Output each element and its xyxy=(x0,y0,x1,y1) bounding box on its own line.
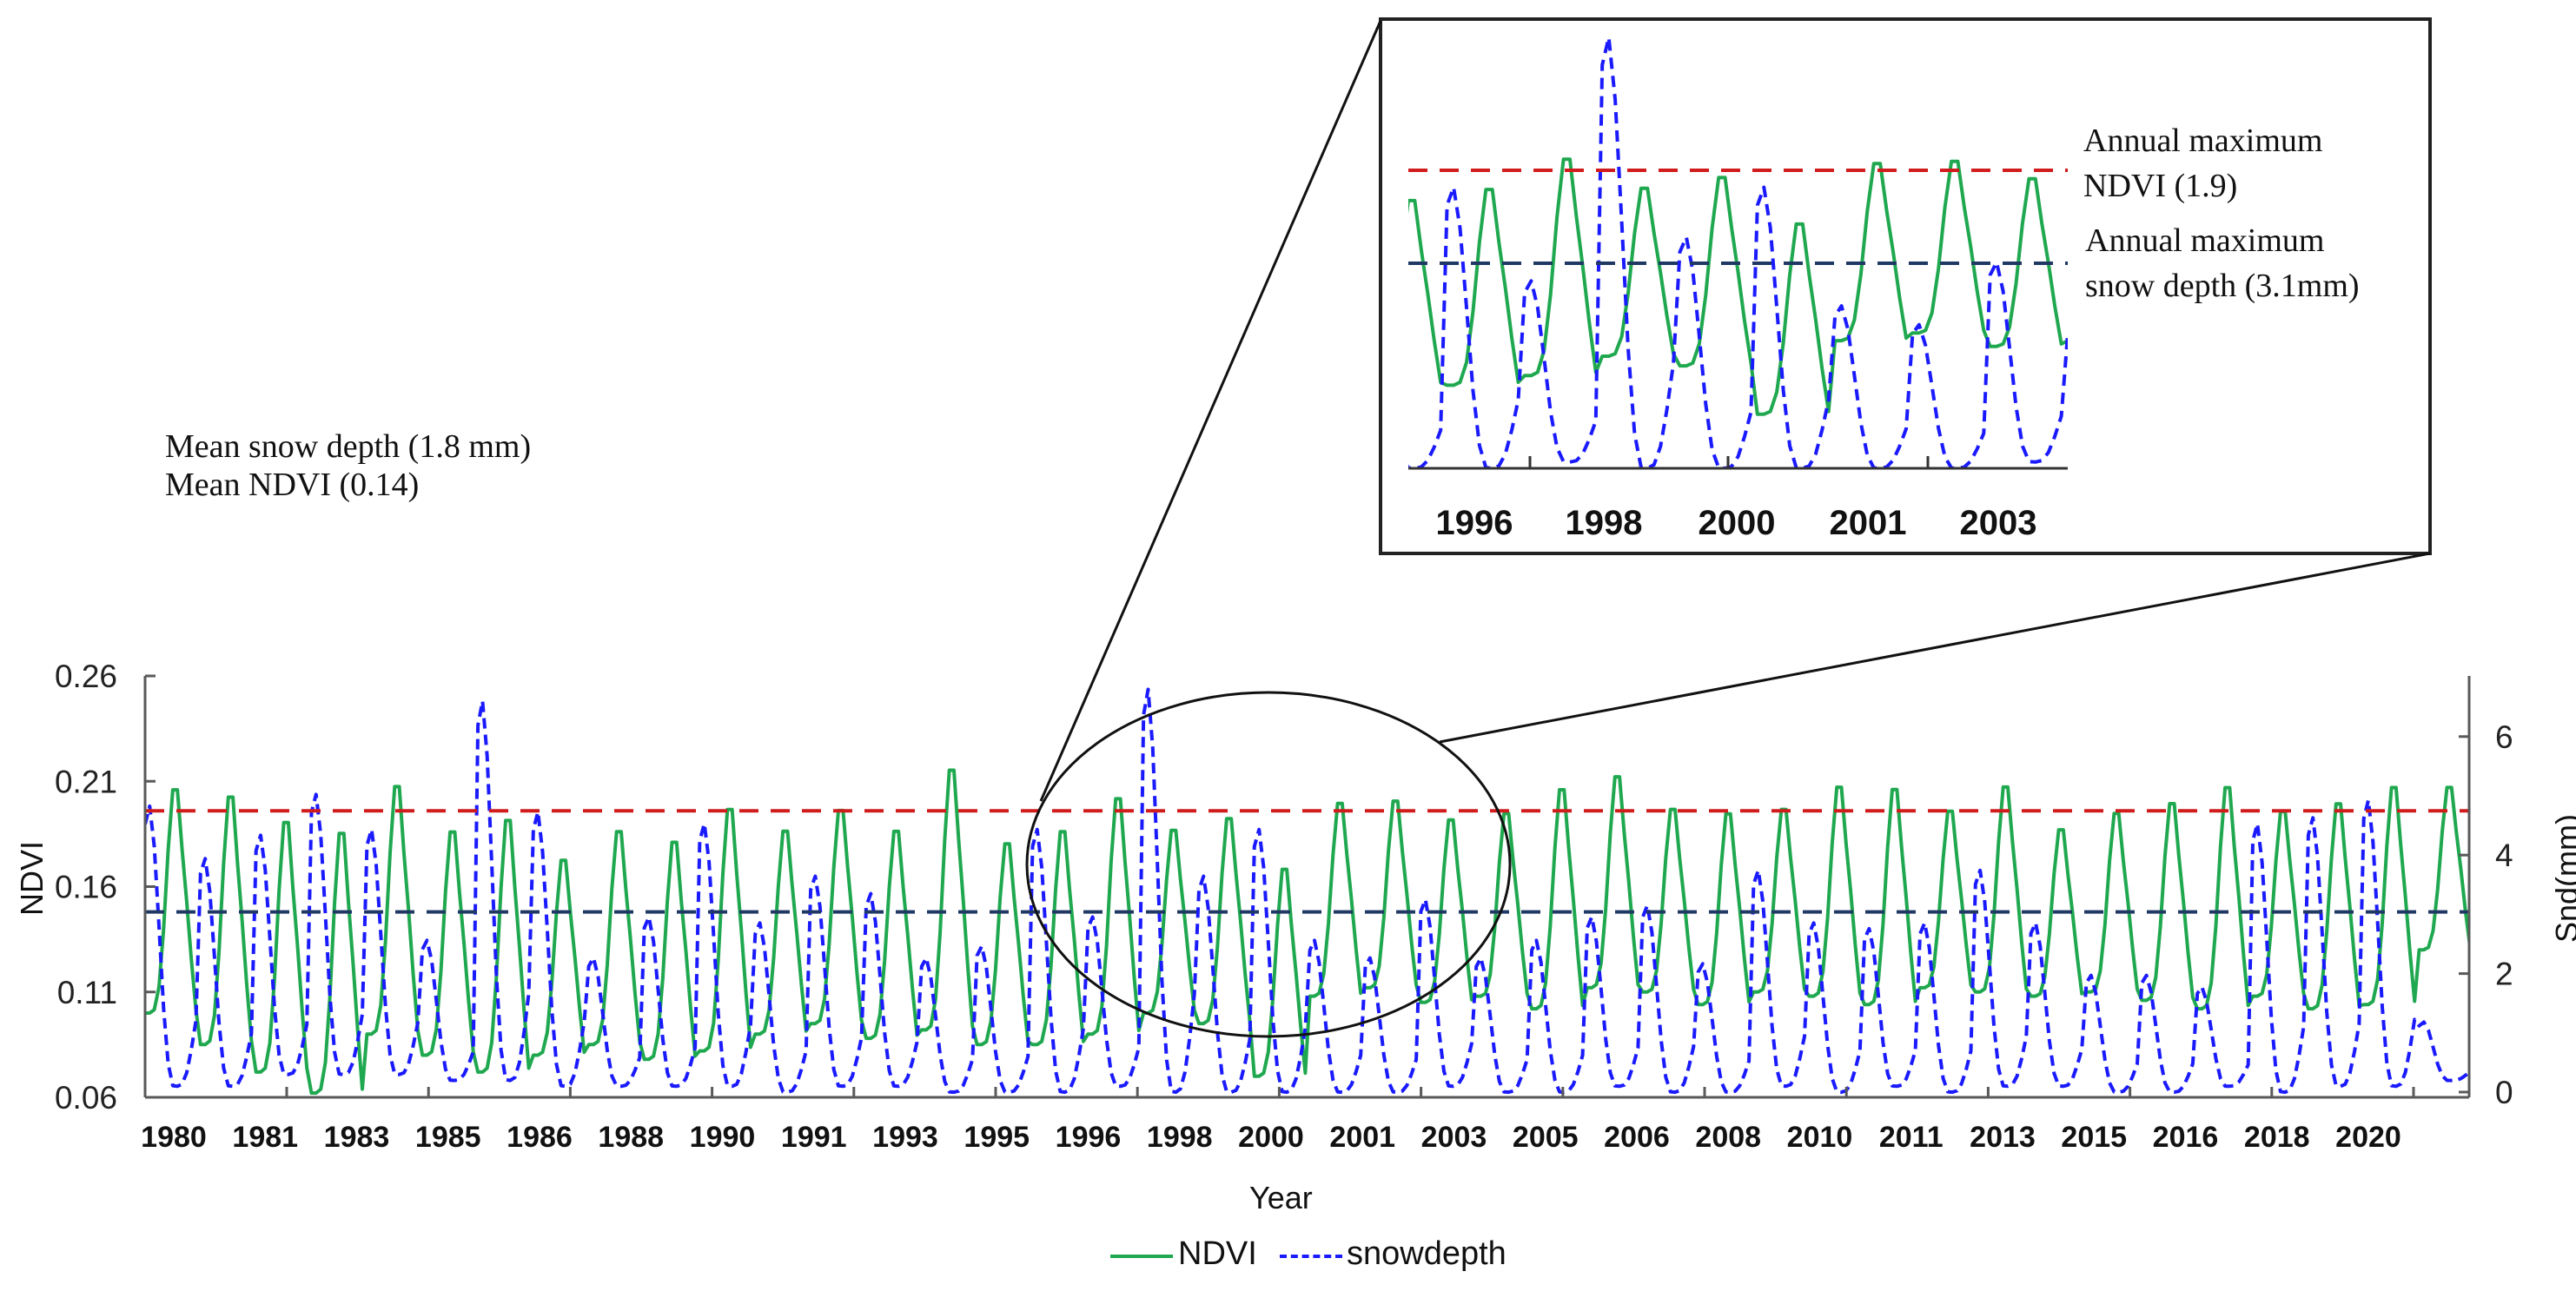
callout-connector-right xyxy=(1439,552,2431,744)
inset-x-tick-label: 1996 xyxy=(1436,504,1513,542)
x-tick-label: 1988 xyxy=(598,1121,664,1154)
x-tick-label: 2003 xyxy=(1421,1121,1487,1154)
inset-x-tick-label: 2003 xyxy=(1960,504,2037,542)
x-tick-label: 2005 xyxy=(1513,1121,1579,1154)
inset-x-tick-label: 2001 xyxy=(1830,504,1907,542)
inset-ndvi-annotation-line2: NDVI (1.9) xyxy=(2083,168,2238,204)
x-tick-label: 2000 xyxy=(1238,1121,1304,1154)
x-tick-label: 1996 xyxy=(1056,1121,1122,1154)
x-axis-label: Year xyxy=(1249,1180,1313,1215)
x-tick-label: 2013 xyxy=(1970,1121,2036,1154)
mean-ndvi-annotation: Mean NDVI (0.14) xyxy=(165,467,420,503)
x-tick-label: 2006 xyxy=(1604,1121,1670,1154)
x-tick-label: 1986 xyxy=(507,1121,573,1154)
y-tick-label: 0.21 xyxy=(55,764,117,799)
x-tick-label: 1985 xyxy=(415,1121,481,1154)
x-tick-label: 2011 xyxy=(1879,1121,1944,1154)
y2-tick-label: 2 xyxy=(2495,957,2513,992)
inset-x-tick-label: 2000 xyxy=(1699,504,1776,542)
y-tick-label: 0.26 xyxy=(55,659,117,694)
x-tick-label: 1983 xyxy=(324,1121,390,1154)
inset-ndvi-annotation: Annual maximum NDVI (1.9) xyxy=(2083,122,2322,205)
x-tick-label: 2010 xyxy=(1787,1121,1853,1154)
x-tick-label: 1980 xyxy=(141,1121,207,1154)
inset-frame xyxy=(1379,17,2432,555)
y-axis-left-ticks: 0.26 0.21 0.16 0.11 0.06 xyxy=(55,659,156,1116)
y-tick-label: 0.11 xyxy=(57,975,117,1010)
y-tick-label: 0.06 xyxy=(55,1080,117,1116)
x-axis-ticks: 1980 1981 1983 1985 1986 1988 1990 1991 1993 1995… xyxy=(141,1087,2415,1154)
x-tick-label: 2020 xyxy=(2335,1121,2401,1154)
legend-label-ndvi: NDVI xyxy=(1178,1235,1257,1272)
x-tick-label: 2018 xyxy=(2244,1121,2310,1154)
ndvi-series-line xyxy=(145,768,2469,1096)
legend: NDVI snowdepth xyxy=(1103,1234,1520,1277)
inset-snow-annotation-line1: Annual maximum xyxy=(2085,222,2325,259)
snowdepth-series-line xyxy=(145,687,2469,1095)
x-tick-label: 1993 xyxy=(872,1121,938,1154)
mean-annotation: Mean snow depth (1.8 mm) Mean NDVI (0.14… xyxy=(165,427,531,504)
x-tick-label: 1990 xyxy=(690,1121,756,1154)
series-layer xyxy=(145,687,2469,1096)
snowdepth-series-line xyxy=(1408,36,2068,468)
main-plot: 0.26 0.21 0.16 0.11 0.06 6 4 2 0 1980 1981 1983 1985… xyxy=(55,659,2513,1154)
y-axis-label-right: Snd(mm) xyxy=(2549,814,2576,944)
ndvi-series-line xyxy=(1408,157,2068,416)
x-tick-label: 1981 xyxy=(232,1121,298,1154)
y-axis-label-left: NDVI xyxy=(14,841,50,917)
y-axis-right-ticks: 6 4 2 0 xyxy=(2459,719,2513,1110)
legend-swatch-snowdepth xyxy=(1280,1255,1342,1258)
series-layer xyxy=(1408,36,2068,468)
legend-swatch-ndvi xyxy=(1110,1255,1173,1258)
x-tick-label: 1995 xyxy=(964,1121,1030,1154)
mean-snow-annotation: Mean snow depth (1.8 mm) xyxy=(165,428,532,465)
y-tick-label: 0.16 xyxy=(55,870,117,905)
x-tick-label: 2001 xyxy=(1329,1121,1395,1154)
y2-tick-label: 6 xyxy=(2495,719,2513,755)
inset-snow-annotation-line2: snow depth (3.1mm) xyxy=(2085,268,2360,304)
y2-tick-label: 4 xyxy=(2495,838,2513,873)
y2-tick-label: 0 xyxy=(2495,1075,2513,1110)
callout-connector-left xyxy=(1039,20,1382,802)
inset-x-tick-label: 1998 xyxy=(1566,504,1643,542)
legend-label-snowdepth: snowdepth xyxy=(1347,1235,1507,1272)
x-tick-label: 1998 xyxy=(1147,1121,1213,1154)
x-tick-label: 2008 xyxy=(1695,1121,1761,1154)
inset-ndvi-annotation-line1: Annual maximum xyxy=(2083,123,2323,159)
zoom-callout xyxy=(1025,20,2431,1038)
inset-x-ticks: 1996 1998 2000 2001 2003 xyxy=(1436,456,2037,542)
inset-plot: 1996 1998 2000 2001 2003 xyxy=(1379,17,2432,555)
inset-snow-annotation: Annual maximum snow depth (3.1mm) xyxy=(2085,222,2360,305)
x-tick-label: 1991 xyxy=(781,1121,847,1154)
highlight-ellipse xyxy=(1025,691,1512,1038)
x-tick-label: 2016 xyxy=(2153,1121,2219,1154)
x-tick-label: 2015 xyxy=(2061,1121,2127,1154)
